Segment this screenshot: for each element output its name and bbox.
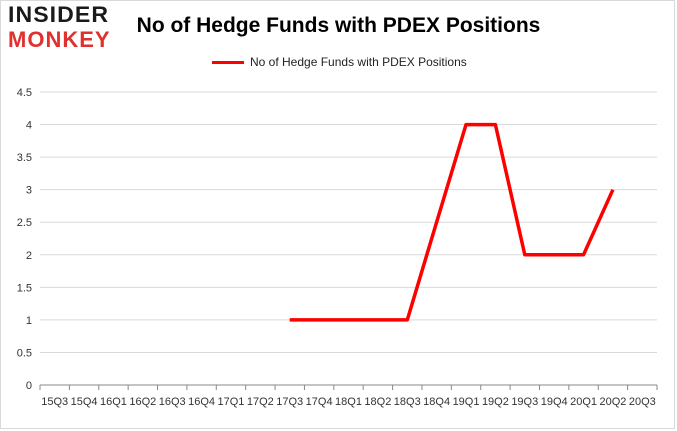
x-tick-label: 16Q1 — [100, 396, 127, 408]
x-tick-label: 16Q4 — [188, 396, 215, 408]
y-tick-label: 4.5 — [17, 87, 32, 99]
y-tick-label: 3 — [26, 185, 32, 197]
legend-label: No of Hedge Funds with PDEX Positions — [250, 55, 467, 69]
y-tick-label: 1.5 — [17, 282, 32, 294]
chart-title: No of Hedge Funds with PDEX Positions — [136, 14, 541, 37]
y-tick-label: 2.5 — [17, 217, 32, 229]
legend-swatch — [212, 60, 244, 64]
x-axis-ticks: 15Q3 15Q4 16Q1 16Q2 16Q3 16Q4 17Q1 17Q2 17Q3 17Q4… — [39, 385, 658, 408]
x-tick-label: 17Q2 — [247, 396, 274, 408]
y-tick-label: 3.5 — [17, 152, 32, 164]
x-tick-label: 20Q2 — [599, 396, 626, 408]
logo-line-1: INSIDER — [8, 2, 110, 27]
series-lines — [289, 122, 615, 322]
y-tick-label: 0 — [26, 380, 32, 392]
chart-legend: No of Hedge Funds with PDEX Positions — [212, 54, 467, 70]
y-tick-label: 1 — [26, 315, 32, 327]
logo-line-2: MONKEY — [8, 27, 111, 52]
y-tick-label: 2 — [26, 250, 32, 262]
x-tick-label: 19Q3 — [511, 396, 538, 408]
y-tick-label: 0.5 — [17, 347, 32, 359]
gridlines — [40, 91, 657, 353]
x-tick-label: 19Q1 — [453, 396, 480, 408]
x-tick-label: 18Q3 — [394, 396, 421, 408]
x-tick-label: 16Q2 — [129, 396, 156, 408]
y-tick-label: 4 — [26, 120, 32, 132]
x-tick-label: 16Q3 — [159, 396, 186, 408]
x-tick-label: 19Q2 — [482, 396, 509, 408]
x-tick-label: 18Q2 — [364, 396, 391, 408]
insider-monkey-logo: INSIDER MONKEY — [8, 4, 126, 56]
x-tick-label: 15Q4 — [71, 396, 98, 408]
x-tick-label: 17Q3 — [276, 396, 303, 408]
x-tick-label: 15Q3 — [41, 396, 68, 408]
x-tick-label: 18Q4 — [423, 396, 450, 408]
x-tick-label: 20Q1 — [570, 396, 597, 408]
x-tick-label: 18Q1 — [335, 396, 362, 408]
x-tick-label: 20Q3 — [629, 396, 656, 408]
y-axis-ticks: 0 0.5 1 1.5 2 2.5 3 3.5 4 4.5 — [17, 87, 32, 392]
x-tick-label: 17Q1 — [218, 396, 245, 408]
x-tick-label: 19Q4 — [541, 396, 568, 408]
series-line — [289, 122, 615, 322]
x-tick-label: 17Q4 — [306, 396, 333, 408]
